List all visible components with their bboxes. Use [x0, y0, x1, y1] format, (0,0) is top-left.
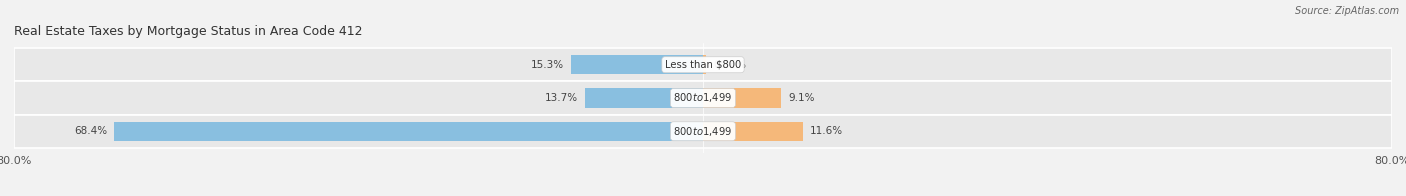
Text: Source: ZipAtlas.com: Source: ZipAtlas.com — [1295, 6, 1399, 16]
Text: $800 to $1,499: $800 to $1,499 — [673, 125, 733, 138]
Bar — [585, 88, 703, 108]
Text: Less than $800: Less than $800 — [665, 60, 741, 70]
Bar — [14, 115, 1392, 148]
Bar — [14, 48, 1392, 81]
Text: 11.6%: 11.6% — [810, 126, 844, 136]
Bar — [703, 122, 803, 141]
Bar — [703, 55, 706, 74]
Text: 13.7%: 13.7% — [546, 93, 578, 103]
Text: 68.4%: 68.4% — [75, 126, 107, 136]
Text: 9.1%: 9.1% — [789, 93, 814, 103]
Bar — [114, 122, 703, 141]
Text: $800 to $1,499: $800 to $1,499 — [673, 92, 733, 104]
Text: Real Estate Taxes by Mortgage Status in Area Code 412: Real Estate Taxes by Mortgage Status in … — [14, 25, 363, 38]
Bar — [14, 81, 1392, 115]
Bar — [703, 88, 782, 108]
Bar — [571, 55, 703, 74]
Text: 0.36%: 0.36% — [713, 60, 747, 70]
Text: 15.3%: 15.3% — [531, 60, 564, 70]
